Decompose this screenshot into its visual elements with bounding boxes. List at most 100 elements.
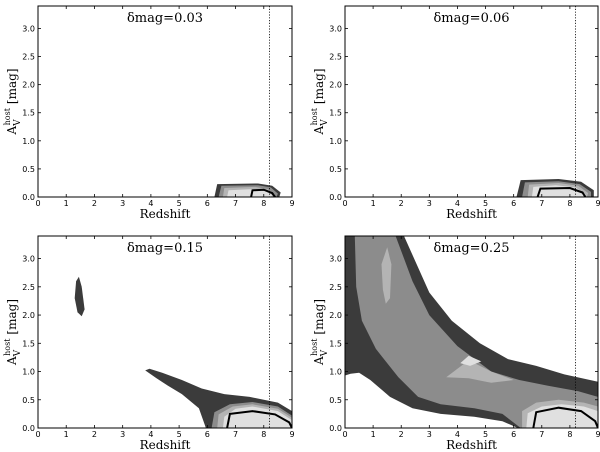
- x-axis-label: Redshift: [446, 207, 497, 221]
- y-tick-label: 2.5: [329, 53, 342, 62]
- confidence-region-level-3: [381, 247, 392, 304]
- x-tick-label: 2: [399, 430, 404, 439]
- panel-annotation: δmag=0.06: [433, 11, 509, 26]
- x-tick-label: 0: [35, 430, 40, 439]
- x-tick-label: 4: [148, 199, 153, 208]
- x-tick-label: 2: [399, 199, 404, 208]
- plot-area: [345, 236, 598, 428]
- x-tick-label: 9: [595, 430, 600, 439]
- x-tick-label: 9: [289, 199, 294, 208]
- x-tick-label: 1: [64, 199, 69, 208]
- x-tick-label: 0: [35, 199, 40, 208]
- confidence-region-level-4: [227, 189, 273, 197]
- x-axis-label: Redshift: [140, 207, 191, 221]
- axes-frame: [37, 5, 293, 198]
- panel-4: 0 1 2 3 4 5 6 7 8 9 0.0 0.5 1.0 1.5 2.0 2.5 3.0 Redshift A…: [310, 235, 600, 452]
- plot-area: [214, 183, 281, 197]
- confidence-region-level-1: [74, 276, 85, 317]
- y-tick-label: 0.0: [22, 424, 35, 433]
- y-axis-label: AVhost[mag]: [310, 299, 330, 366]
- plot-area: [74, 276, 292, 428]
- confidence-region-level-3: [446, 360, 514, 383]
- x-tick-label: 7: [233, 199, 238, 208]
- y-tick-label: 1.5: [22, 339, 35, 348]
- x-tick-label: 4: [455, 199, 460, 208]
- x-tick-label: 6: [511, 430, 516, 439]
- y-tick-label: 3.0: [329, 255, 342, 264]
- x-tick-label: 9: [289, 430, 294, 439]
- x-tick-label: 0: [342, 199, 347, 208]
- y-tick-label: 0.5: [329, 396, 342, 405]
- y-tick-label: 3.0: [22, 24, 35, 33]
- x-tick-label: 3: [427, 430, 432, 439]
- x-tick-label: 8: [567, 199, 572, 208]
- y-tick-label: 2.0: [22, 311, 35, 320]
- y-tick-label: 1.5: [329, 339, 342, 348]
- contour-line: [250, 188, 276, 197]
- x-tick-label: 5: [177, 430, 182, 439]
- x-axis-label: Redshift: [446, 438, 497, 452]
- y-tick-label: 2.0: [22, 81, 35, 90]
- contour-line: [536, 186, 587, 197]
- panel-annotation: δmag=0.15: [127, 241, 203, 256]
- y-tick-label: 1.0: [22, 137, 35, 146]
- x-tick-label: 4: [148, 430, 153, 439]
- x-tick-label: 5: [177, 199, 182, 208]
- y-tick-label: 1.5: [22, 109, 35, 118]
- y-tick-label: 2.5: [22, 283, 35, 292]
- panel-3: 0 1 2 3 4 5 6 7 8 9 0.0 0.5 1.0 1.5 2.0 2.5 3.0 Redshift A…: [3, 235, 295, 452]
- y-tick-label: 1.0: [329, 368, 342, 377]
- y-tick-label: 2.0: [329, 81, 342, 90]
- y-tick-label: 2.0: [329, 311, 342, 320]
- panel-annotation: δmag=0.03: [127, 11, 203, 26]
- axes-frame: [344, 5, 599, 198]
- x-tick-label: 0: [342, 430, 347, 439]
- x-tick-label: 3: [427, 199, 432, 208]
- confidence-region-level-2: [354, 236, 598, 428]
- panel-2: 0 1 2 3 4 5 6 7 8 9 0.0 0.5 1.0 1.5 2.0 2.5 3.0 Redshift A…: [310, 5, 600, 221]
- x-tick-label: 8: [261, 430, 266, 439]
- contour-line: [532, 406, 598, 428]
- y-tick-label: 2.5: [22, 53, 35, 62]
- axes-frame: [37, 235, 293, 429]
- y-tick-label: 3.0: [329, 24, 342, 33]
- y-axis-label: AVhost[mag]: [3, 299, 23, 366]
- y-tick-label: 1.5: [329, 109, 342, 118]
- y-tick-label: 1.0: [329, 137, 342, 146]
- y-tick-label: 3.0: [22, 255, 35, 264]
- panel-annotation: δmag=0.25: [433, 241, 509, 256]
- x-tick-label: 1: [371, 430, 376, 439]
- y-tick-label: 0.0: [22, 193, 35, 202]
- plot-area: [516, 179, 594, 197]
- panel-1: 0 1 2 3 4 5 6 7 8 9 0.0 0.5 1.0 1.5 2.0 2.5 3.0 Redshift A…: [3, 5, 295, 221]
- x-axis-label: Redshift: [140, 438, 191, 452]
- x-tick-label: 7: [233, 430, 238, 439]
- x-tick-label: 3: [120, 199, 125, 208]
- y-axis-label: AVhost[mag]: [310, 68, 330, 135]
- x-tick-label: 4: [455, 430, 460, 439]
- y-tick-label: 0.5: [329, 165, 342, 174]
- x-tick-label: 2: [92, 430, 97, 439]
- x-tick-label: 6: [205, 430, 210, 439]
- x-tick-label: 5: [483, 199, 488, 208]
- x-tick-label: 6: [205, 199, 210, 208]
- x-tick-label: 3: [120, 430, 125, 439]
- confidence-region-level-4: [460, 355, 482, 366]
- y-tick-label: 2.5: [329, 283, 342, 292]
- x-tick-label: 7: [539, 430, 544, 439]
- x-tick-label: 2: [92, 199, 97, 208]
- y-tick-label: 0.0: [329, 193, 342, 202]
- y-tick-label: 0.0: [329, 424, 342, 433]
- axes-frame: [344, 235, 599, 429]
- x-tick-label: 8: [567, 430, 572, 439]
- x-tick-label: 1: [64, 430, 69, 439]
- x-tick-label: 1: [371, 199, 376, 208]
- y-tick-label: 1.0: [22, 368, 35, 377]
- y-axis-label: AVhost[mag]: [3, 68, 23, 135]
- contour-line: [226, 410, 292, 428]
- x-tick-label: 6: [511, 199, 516, 208]
- x-tick-label: 7: [539, 199, 544, 208]
- y-tick-label: 0.5: [22, 396, 35, 405]
- x-tick-label: 9: [595, 199, 600, 208]
